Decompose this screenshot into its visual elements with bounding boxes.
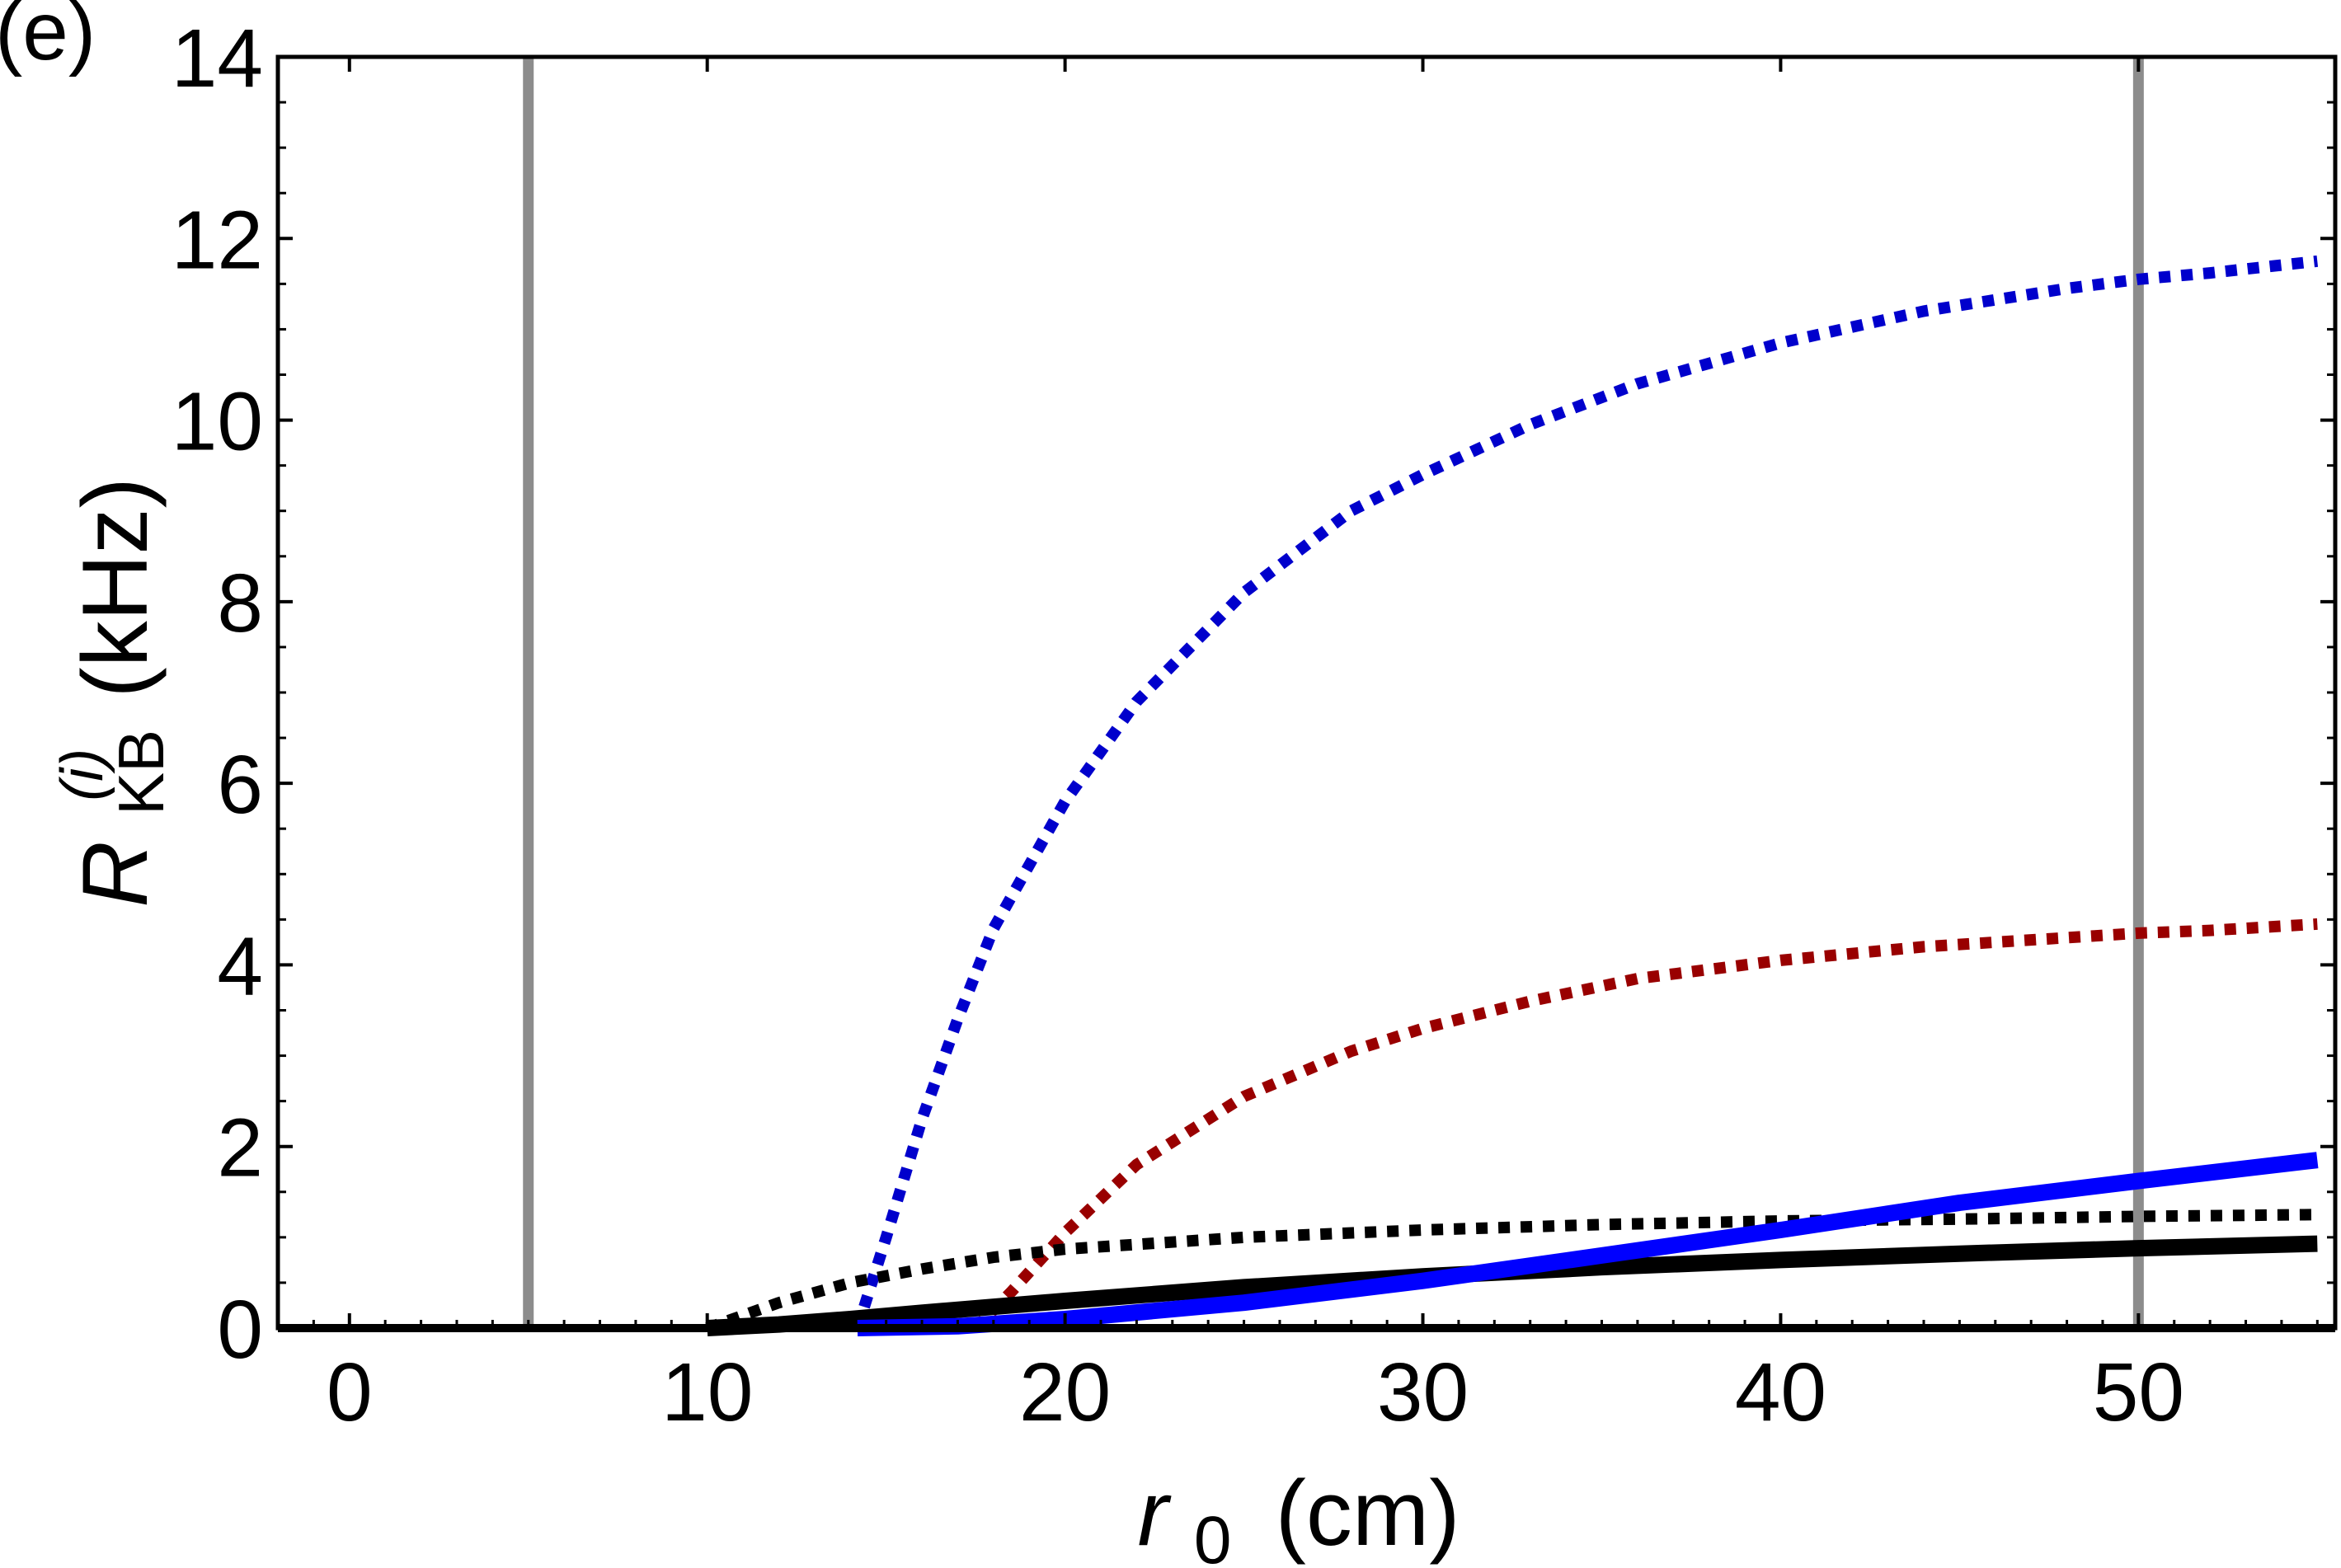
x-axis-title: r 0 (cm) [1137, 1462, 1460, 1568]
x-tick-label: 20 [1019, 1346, 1111, 1439]
series-line-blue-dotted [852, 255, 2319, 1331]
series-line-blue-solid [857, 1152, 2319, 1336]
x-tick-label: 10 [661, 1346, 753, 1439]
y-axis-symbol: R [63, 841, 167, 908]
x-tick-label: 40 [1735, 1346, 1826, 1439]
x-axis-unit: (cm) [1276, 1462, 1460, 1565]
y-axis-title: R KB (i) (kHz) [19, 477, 183, 908]
y-tick-label: 2 [217, 1102, 263, 1195]
x-axis-symbol: r [1137, 1462, 1172, 1565]
y-tick-label: 4 [217, 920, 263, 1012]
y-axis-superscript: (i) [49, 749, 115, 801]
series-line-black-solid [707, 1235, 2318, 1336]
x-tick-label: 30 [1377, 1346, 1469, 1439]
x-tick-label: 0 [327, 1346, 373, 1439]
y-tick-label: 12 [172, 194, 263, 286]
axis-ticks: 0 10 20 30 40 50 0 2 4 6 8 10 12 14 [172, 12, 2335, 1439]
y-tick-label: 6 [217, 739, 263, 831]
x-axis-subscript: 0 [1194, 1503, 1232, 1568]
y-tick-label: 10 [172, 376, 263, 468]
y-tick-label: 14 [172, 12, 263, 105]
panel-label: (e) [0, 0, 96, 77]
y-axis-unit: (kHz) [63, 477, 167, 697]
x-tick-label: 50 [2093, 1346, 2184, 1439]
y-tick-label: 0 [217, 1284, 263, 1376]
y-tick-label: 8 [217, 557, 263, 650]
series-line-dark-red-dotted [971, 918, 2318, 1332]
y-axis-subscript: KB [105, 730, 177, 815]
